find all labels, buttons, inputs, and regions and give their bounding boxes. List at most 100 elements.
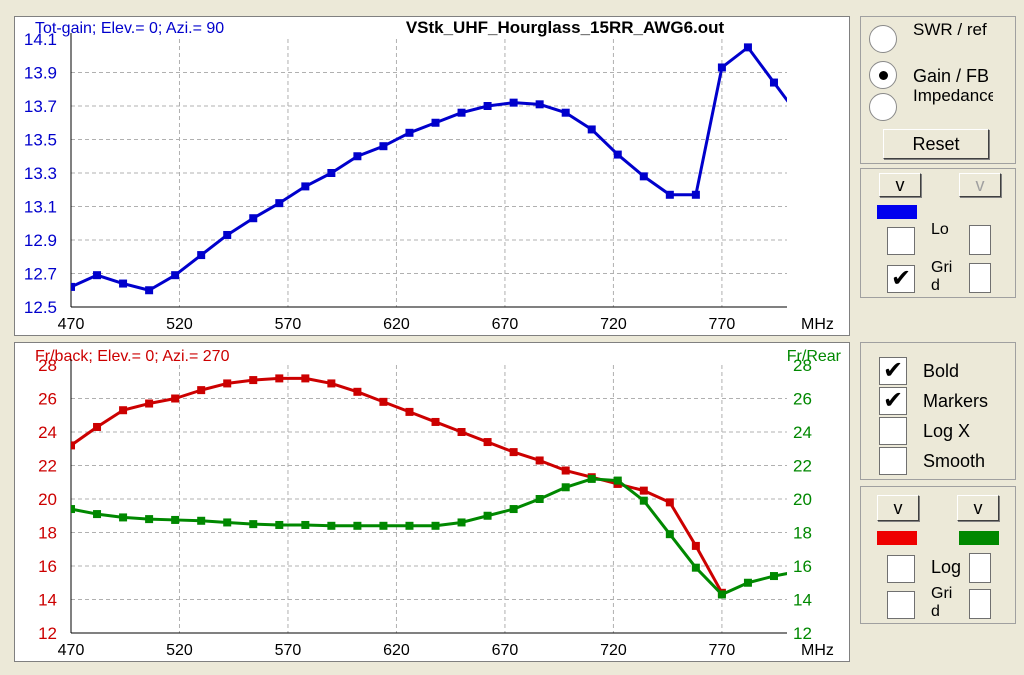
data-point-marker	[431, 417, 440, 426]
data-point-marker	[691, 190, 700, 199]
data-point-marker	[93, 510, 102, 519]
data-point-marker	[457, 518, 466, 527]
y-tick-label-left: 22	[38, 457, 57, 476]
top-series-right-button[interactable]: v	[959, 173, 1001, 197]
data-point-marker	[405, 407, 414, 416]
data-point-marker	[197, 516, 206, 525]
y-tick-label-left: 13.1	[24, 198, 57, 217]
top-grid-checkbox[interactable]: ✔	[887, 265, 915, 293]
data-point-marker	[197, 251, 206, 260]
data-point-marker	[717, 63, 726, 72]
radio-impedance[interactable]	[869, 93, 897, 121]
data-point-marker	[223, 518, 232, 527]
data-point-marker	[197, 386, 206, 395]
bottom-grid-checkbox[interactable]	[887, 591, 915, 619]
data-point-marker	[249, 376, 258, 385]
gain-chart: Tot-gain; Elev.= 0; Azi.= 90 VStk_UHF_Hou…	[24, 18, 834, 333]
y-tick-label-left: 20	[38, 490, 57, 509]
x-unit-label: MHz	[801, 642, 834, 659]
top-log-checkbox[interactable]	[887, 227, 915, 255]
bottom-series-left-button[interactable]: v	[877, 495, 919, 521]
radio-selected-dot	[879, 71, 888, 80]
bottom-right-color-swatch[interactable]	[959, 531, 999, 545]
markers-label: Markers	[923, 391, 989, 411]
data-point-marker	[561, 466, 570, 475]
top-grid-right-box[interactable]	[969, 263, 991, 293]
x-tick-label: 770	[709, 642, 736, 659]
series-fr-rear	[71, 474, 787, 599]
bottom-log-right-box[interactable]	[969, 553, 991, 583]
data-point-marker	[561, 108, 570, 117]
top-series-left-button[interactable]: v	[879, 173, 921, 197]
data-point-marker	[613, 476, 622, 485]
data-point-marker	[223, 230, 232, 239]
data-point-marker	[639, 496, 648, 505]
series-fr-back	[71, 374, 726, 597]
data-point-marker	[535, 100, 544, 109]
gain-chart-title: Tot-gain; Elev.= 0; Azi.= 90	[35, 20, 224, 37]
top-series-color-swatch[interactable]	[877, 205, 917, 219]
y-tick-label-right: 14	[793, 591, 812, 610]
data-point-marker	[379, 521, 388, 530]
radio-gain[interactable]	[869, 61, 897, 89]
data-point-marker	[405, 521, 414, 530]
x-tick-label: 670	[492, 642, 519, 659]
data-point-marker	[743, 578, 752, 587]
data-point-marker	[743, 43, 752, 52]
data-point-marker	[327, 169, 336, 177]
y-tick-label-right: 28	[793, 356, 812, 375]
data-point-marker	[71, 441, 75, 450]
data-point-marker	[145, 515, 154, 524]
series-gain	[71, 43, 787, 295]
data-point-marker	[431, 521, 440, 530]
data-point-marker	[639, 486, 648, 495]
gain-chart-panel: Tot-gain; Elev.= 0; Azi.= 90 VStk_UHF_Hou…	[14, 16, 850, 336]
data-point-marker	[171, 271, 180, 280]
bold-checkbox[interactable]: ✔	[879, 357, 907, 385]
bottom-grid-right-box[interactable]	[969, 589, 991, 619]
data-point-marker	[509, 505, 518, 514]
series-line	[71, 45, 787, 292]
bottom-left-color-swatch[interactable]	[877, 531, 917, 545]
data-point-marker	[71, 282, 75, 291]
data-point-marker	[665, 530, 674, 539]
data-point-marker	[301, 182, 310, 191]
data-point-marker	[457, 428, 466, 436]
y-tick-label-right: 12	[793, 624, 812, 643]
bottom-log-checkbox[interactable]	[887, 555, 915, 583]
y-tick-label-left: 18	[38, 524, 57, 543]
x-tick-label: 620	[383, 642, 410, 659]
y-tick-label-right: 24	[793, 423, 812, 442]
x-tick-label: 620	[383, 316, 410, 333]
x-tick-label: 720	[600, 642, 627, 659]
logx-checkbox[interactable]	[879, 417, 907, 445]
data-point-marker	[769, 78, 778, 87]
bottom-series-right-button[interactable]: v	[957, 495, 999, 521]
radio-gain-label: Gain / FB	[913, 66, 990, 86]
x-unit-label: MHz	[801, 316, 834, 333]
smooth-label: Smooth	[923, 451, 986, 471]
y-tick-label-left: 13.7	[24, 97, 57, 116]
smooth-checkbox[interactable]	[879, 447, 907, 475]
data-point-marker	[249, 520, 258, 529]
y-tick-label-right: 18	[793, 524, 812, 543]
series-line	[71, 376, 724, 594]
data-point-marker	[353, 387, 362, 396]
top-log-right-box[interactable]	[969, 225, 991, 255]
data-point-marker	[691, 563, 700, 572]
data-point-marker	[535, 495, 544, 503]
data-point-marker	[93, 271, 102, 280]
logx-label: Log X	[923, 421, 971, 441]
y-tick-label-right: 20	[793, 490, 812, 509]
bottom-chart-controls: v v Log Gri d	[860, 486, 1016, 624]
y-tick-label-left: 12.7	[24, 265, 57, 284]
markers-checkbox[interactable]: ✔	[879, 387, 907, 415]
data-point-marker	[379, 397, 388, 406]
radio-swr[interactable]	[869, 25, 897, 53]
y-tick-label-left: 14	[38, 591, 57, 610]
y-tick-label-left: 12	[38, 624, 57, 643]
reset-button[interactable]: Reset	[883, 129, 989, 159]
x-tick-label: 570	[275, 642, 302, 659]
data-point-marker	[119, 513, 128, 522]
frontback-chart: Fr/back; Elev.= 0; Azi.= 270 Fr/Rear 470 52…	[35, 348, 842, 659]
